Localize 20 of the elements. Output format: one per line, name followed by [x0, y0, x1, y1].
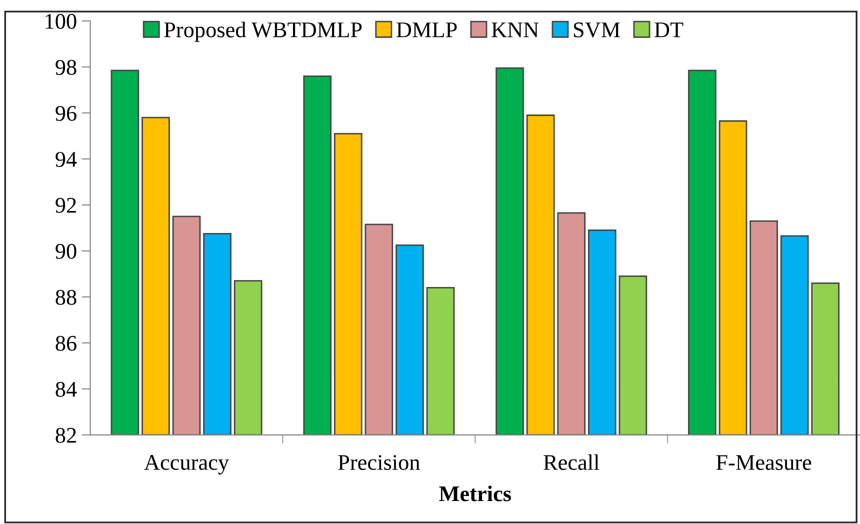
y-tick-label: 96 — [56, 106, 76, 121]
y-tick-label: 92 — [56, 198, 76, 213]
y-tick-label: 84 — [56, 382, 77, 397]
x-tick-label: F-Measure — [716, 455, 812, 470]
y-tick-label: 94 — [56, 152, 77, 167]
y-tick-label: 88 — [56, 290, 76, 305]
legend-label: DT — [654, 22, 684, 38]
x-axis-title: Metrics — [439, 486, 511, 502]
x-tick-label: Recall — [544, 454, 600, 470]
y-tick-label: 98 — [56, 60, 76, 75]
x-tick-label: Accuracy — [144, 455, 229, 475]
legend-label: Proposed WBTDMLP — [164, 22, 362, 42]
y-tick-label: 90 — [56, 244, 76, 259]
y-tick-label: 82 — [56, 428, 76, 443]
y-tick-label: 86 — [56, 336, 76, 351]
legend-label: KNN — [492, 22, 539, 38]
y-tick-label: 100 — [46, 14, 76, 29]
legend-label: SVM — [574, 22, 620, 38]
x-tick-label: Precision — [338, 455, 420, 470]
legend-label: DMLP — [396, 22, 457, 38]
